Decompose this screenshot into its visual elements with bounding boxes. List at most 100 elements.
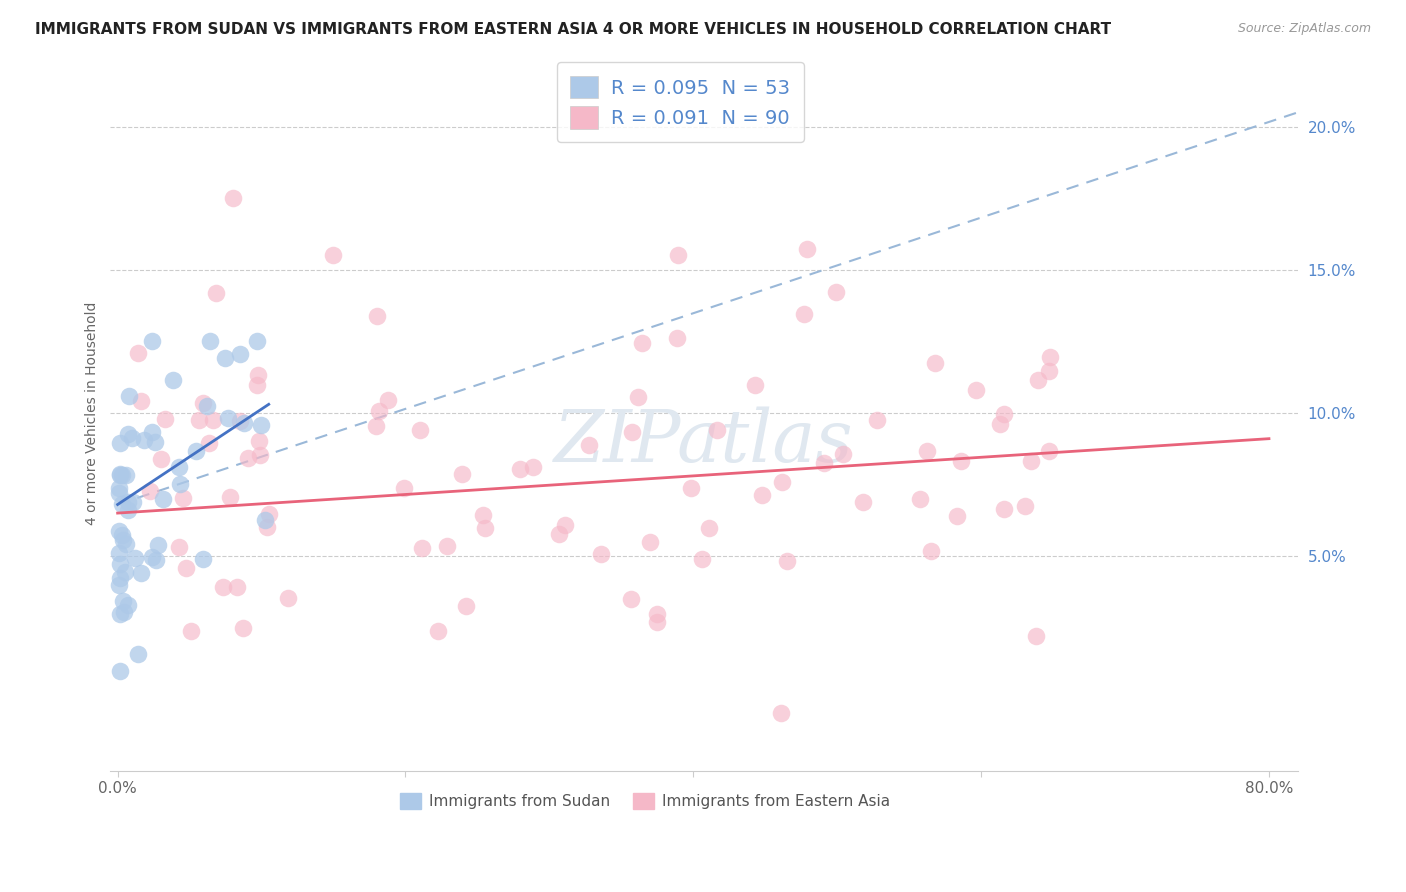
Point (212, 580, 235, 594)
Point (226, 580, 249, 594)
Point (257, 507, 280, 521)
Point (186, 444, 208, 458)
Point (228, 347, 250, 361)
Y-axis label: 4 or more Vehicles in Household: 4 or more Vehicles in Household (86, 301, 100, 524)
Point (141, 425, 163, 439)
Point (796, 242, 818, 256)
Point (627, 390, 650, 404)
Text: ZIPatlas: ZIPatlas (554, 406, 853, 477)
Point (187, 413, 209, 427)
Point (231, 621, 253, 635)
Point (146, 539, 169, 553)
Point (108, 435, 131, 450)
Point (548, 527, 571, 541)
Point (554, 518, 576, 533)
Point (108, 578, 131, 592)
Point (145, 553, 167, 567)
Point (169, 476, 191, 491)
Point (236, 451, 259, 466)
Point (110, 467, 132, 482)
Point (409, 423, 432, 437)
Point (744, 377, 766, 392)
Point (645, 615, 668, 630)
Point (706, 423, 728, 437)
Point (117, 427, 139, 442)
Point (377, 392, 399, 407)
Point (965, 383, 987, 397)
Legend: Immigrants from Sudan, Immigrants from Eastern Asia: Immigrants from Sudan, Immigrants from E… (392, 786, 897, 817)
Point (450, 467, 472, 482)
Point (127, 345, 149, 359)
Point (322, 248, 344, 262)
Point (946, 508, 969, 523)
Point (631, 336, 654, 351)
Point (474, 521, 496, 535)
Point (108, 467, 131, 482)
Point (117, 495, 139, 509)
Point (770, 706, 793, 721)
Point (246, 378, 269, 392)
Point (578, 438, 600, 452)
Point (832, 447, 855, 461)
Point (988, 417, 1011, 432)
Point (427, 624, 450, 638)
Point (522, 459, 544, 474)
Point (993, 501, 1015, 516)
Point (111, 594, 134, 608)
Point (201, 413, 224, 427)
Point (205, 285, 228, 300)
Point (108, 664, 131, 678)
Point (509, 462, 531, 476)
Text: IMMIGRANTS FROM SUDAN VS IMMIGRANTS FROM EASTERN ASIA 4 OR MORE VEHICLES IN HOUS: IMMIGRANTS FROM SUDAN VS IMMIGRANTS FROM… (35, 22, 1111, 37)
Point (108, 545, 131, 559)
Point (114, 566, 136, 580)
Point (139, 483, 162, 498)
Point (792, 307, 814, 321)
Point (436, 539, 458, 553)
Point (129, 394, 152, 409)
Point (117, 599, 139, 613)
Point (368, 404, 391, 418)
Point (813, 456, 835, 470)
Point (222, 191, 245, 205)
Point (679, 481, 702, 495)
Point (621, 425, 644, 439)
Point (198, 334, 221, 349)
Point (751, 488, 773, 502)
Point (697, 521, 720, 535)
Point (1039, 351, 1062, 365)
Point (825, 285, 848, 300)
Point (141, 334, 163, 349)
Point (180, 624, 202, 639)
Point (924, 356, 946, 370)
Point (770, 475, 793, 489)
Point (115, 467, 138, 482)
Point (108, 557, 131, 571)
Point (232, 416, 254, 430)
Point (117, 502, 139, 516)
Point (127, 647, 149, 661)
Point (112, 605, 135, 619)
Point (217, 410, 239, 425)
Point (277, 591, 299, 605)
Point (172, 491, 194, 506)
Point (665, 331, 688, 345)
Point (214, 351, 236, 366)
Point (647, 607, 669, 621)
Point (690, 552, 713, 566)
Point (110, 468, 132, 483)
Point (121, 431, 143, 445)
Point (908, 491, 931, 506)
Point (411, 541, 433, 556)
Point (394, 481, 416, 495)
Point (108, 524, 131, 538)
Point (121, 495, 143, 509)
Point (150, 452, 173, 467)
Point (454, 599, 477, 613)
Point (167, 459, 190, 474)
Point (174, 561, 197, 575)
Point (153, 412, 176, 426)
Point (115, 537, 138, 551)
Point (246, 368, 269, 382)
Point (193, 551, 215, 566)
